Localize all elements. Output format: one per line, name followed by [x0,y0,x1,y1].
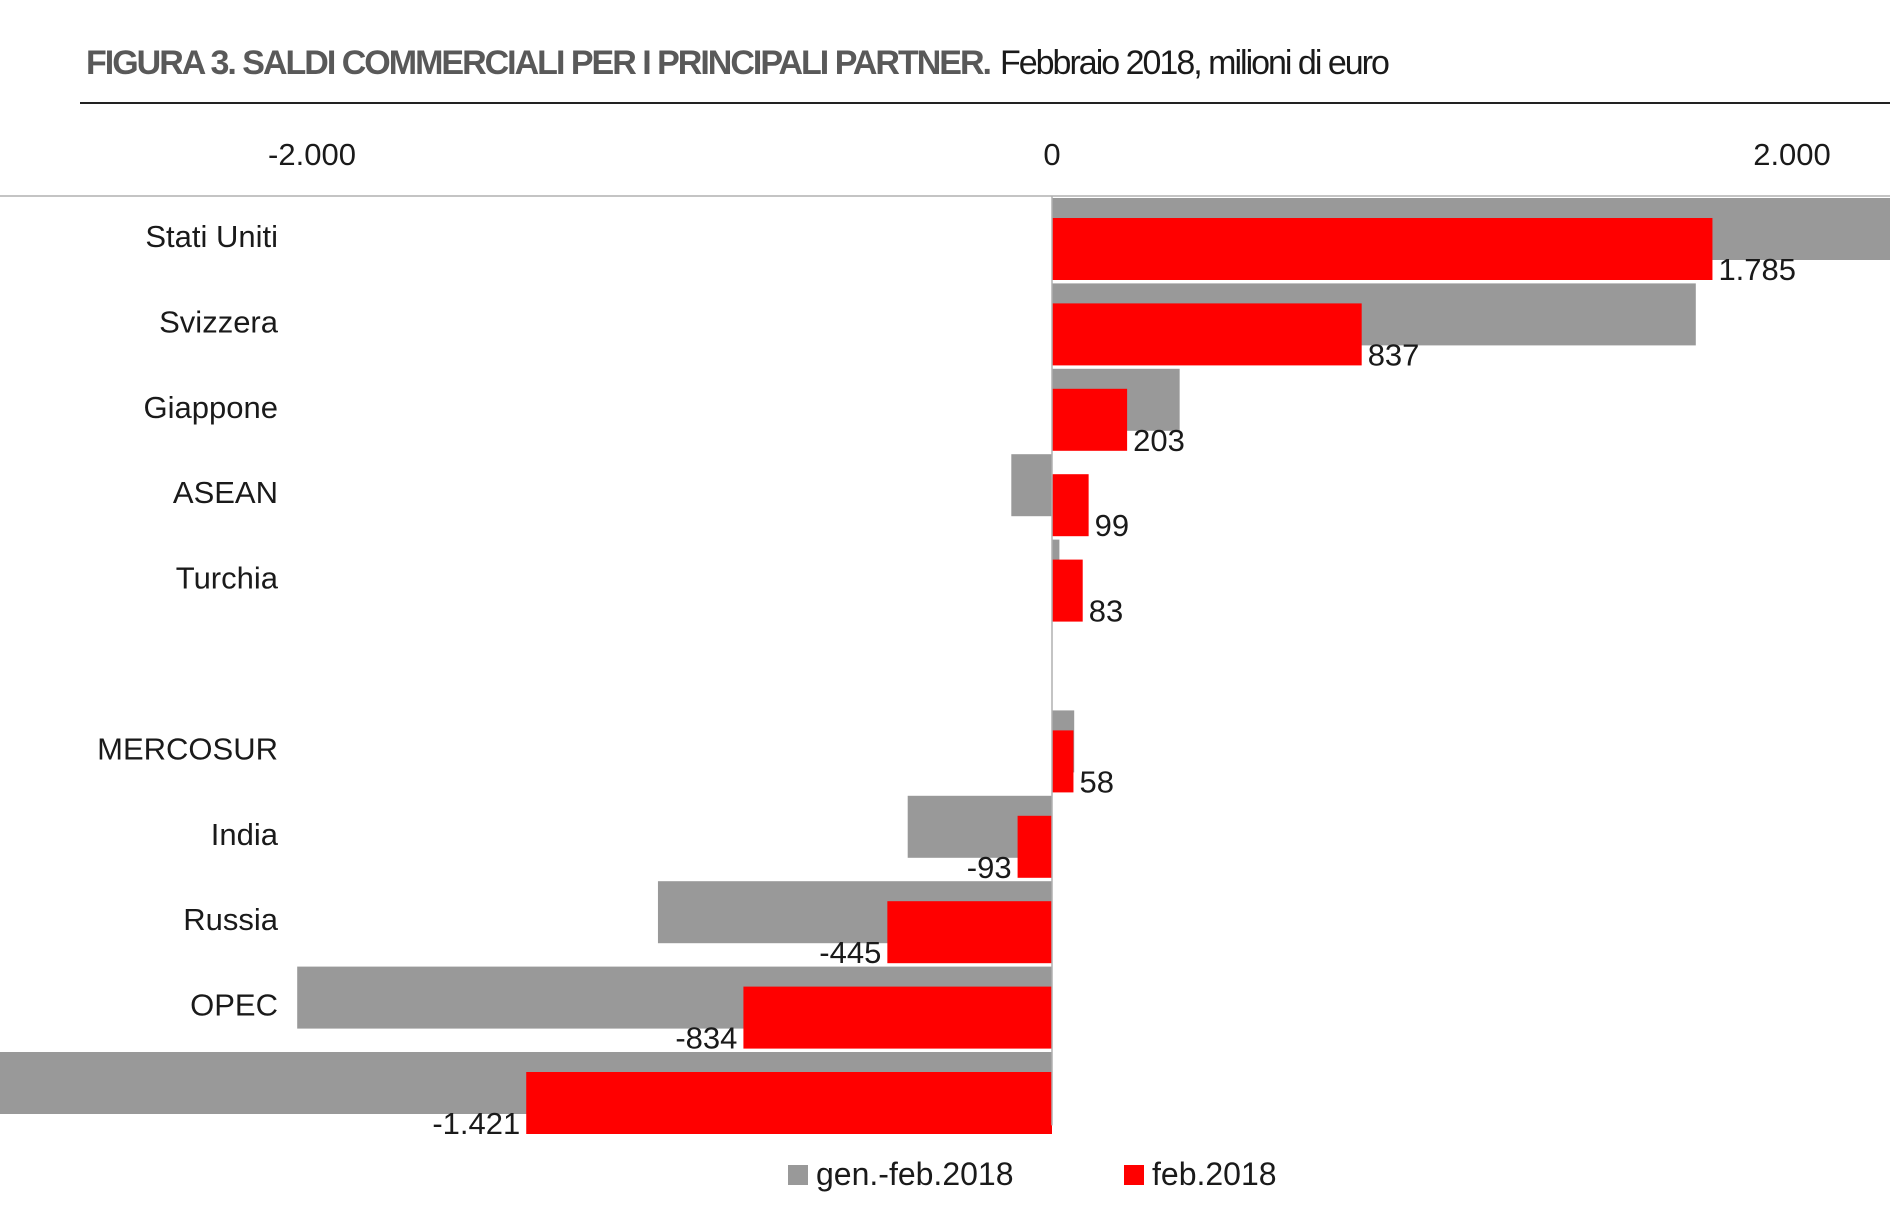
chart-title: FIGURA 3. SALDI COMMERCIALI PER I PRINCI… [86,44,1390,83]
data-label: 99 [1095,508,1129,543]
legend-swatch-feb [1124,1164,1144,1185]
chart-title-subtitle: Febbraio 2018, milioni di euro [999,44,1390,82]
data-label: -834 [675,1021,737,1056]
legend-swatch-gen-feb [788,1164,808,1185]
category-label: Svizzera [159,304,279,339]
legend-item-gen-feb: gen.-feb.2018 [788,1156,1014,1193]
bar-feb [1052,218,1713,280]
data-label: 83 [1089,594,1123,629]
category-label: Russia [183,902,279,937]
x-tick-label: 0 [1043,137,1060,172]
data-label: 203 [1133,423,1185,458]
title-rule [80,102,1890,104]
x-tick-label: -2.000 [268,137,356,172]
bar-feb [1052,303,1362,366]
data-label: -93 [967,850,1012,885]
category-label: OPEC [190,988,278,1023]
bar-feb [1052,474,1089,537]
bar-feb [1052,730,1074,793]
data-label: -445 [819,935,881,970]
bar-feb [1017,815,1052,878]
data-label: 1.785 [1718,252,1796,287]
bar-feb [1052,388,1128,451]
bar-gen-feb [1011,454,1052,517]
legend-label-gen-feb: gen.-feb.2018 [816,1156,1014,1192]
bar-feb [1052,559,1083,622]
data-label: 837 [1368,337,1420,372]
legend-label-feb: feb.2018 [1152,1156,1277,1192]
category-label: Stati Uniti [145,219,278,254]
data-label: -1.421 [432,1106,520,1141]
legend-item-feb: feb.2018 [1124,1156,1277,1193]
category-label: Giappone [144,390,278,425]
category-label: ASEAN [173,475,278,510]
chart-legend: gen.-feb.2018 feb.2018 [0,1156,1890,1196]
category-label: India [211,817,279,852]
bar-feb [743,986,1052,1049]
category-label: Turchia [176,561,279,596]
x-tick-label: 2.000 [1753,137,1831,172]
data-label: 58 [1079,764,1113,799]
chart-title-bold: FIGURA 3. SALDI COMMERCIALI PER I PRINCI… [86,44,992,82]
category-label: MERCOSUR [97,731,278,766]
bar-feb [887,901,1052,964]
bar-feb [526,1072,1052,1134]
